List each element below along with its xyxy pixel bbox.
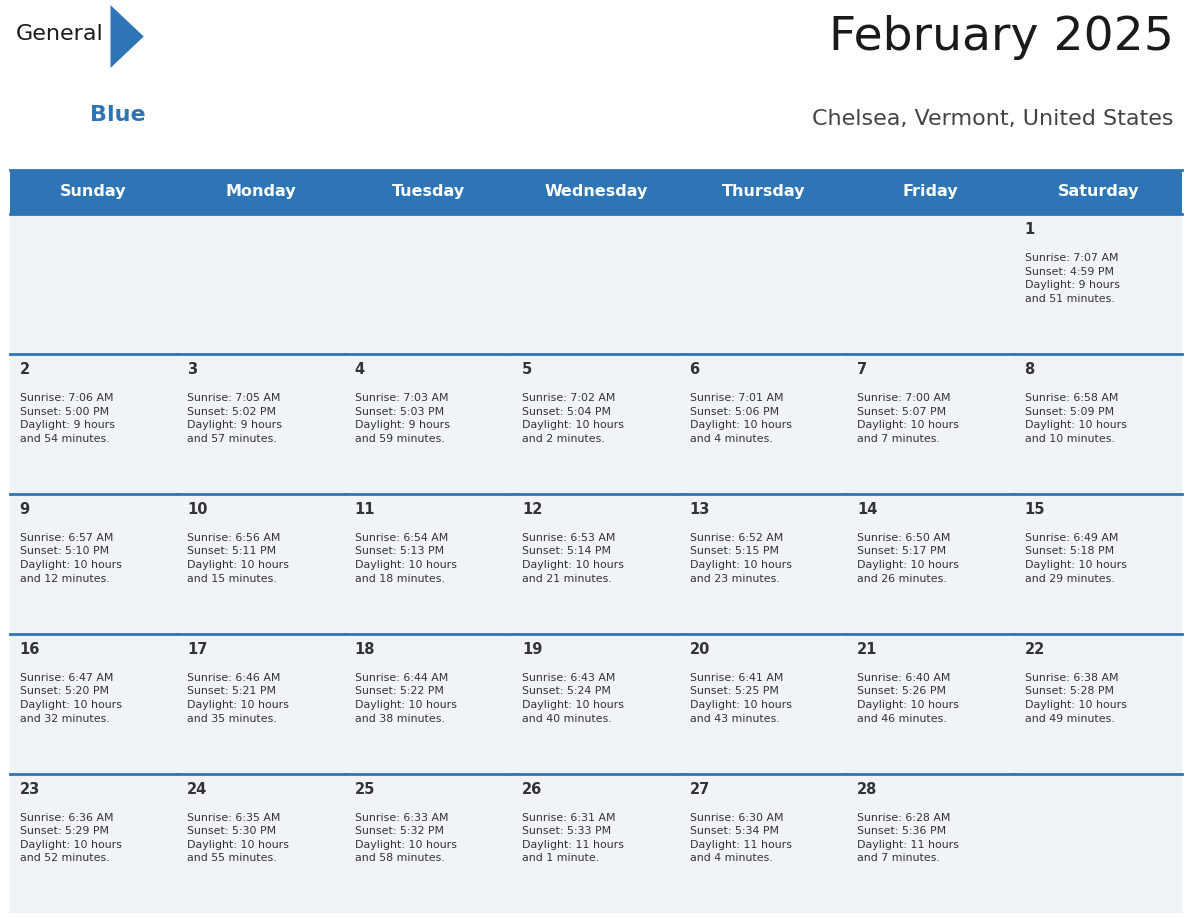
Text: 22: 22 bbox=[1024, 642, 1045, 657]
Text: Friday: Friday bbox=[903, 185, 959, 199]
Text: Sunrise: 6:54 AM
Sunset: 5:13 PM
Daylight: 10 hours
and 18 minutes.: Sunrise: 6:54 AM Sunset: 5:13 PM Dayligh… bbox=[354, 532, 456, 584]
Text: Sunrise: 7:00 AM
Sunset: 5:07 PM
Daylight: 10 hours
and 7 minutes.: Sunrise: 7:00 AM Sunset: 5:07 PM Dayligh… bbox=[857, 393, 959, 443]
Text: Sunrise: 6:47 AM
Sunset: 5:20 PM
Daylight: 10 hours
and 32 minutes.: Sunrise: 6:47 AM Sunset: 5:20 PM Dayligh… bbox=[19, 673, 121, 723]
Text: 5: 5 bbox=[522, 363, 532, 377]
Text: February 2025: February 2025 bbox=[829, 15, 1174, 60]
Text: 10: 10 bbox=[187, 502, 208, 517]
Text: Sunrise: 6:41 AM
Sunset: 5:25 PM
Daylight: 10 hours
and 43 minutes.: Sunrise: 6:41 AM Sunset: 5:25 PM Dayligh… bbox=[689, 673, 791, 723]
Text: 20: 20 bbox=[689, 642, 710, 657]
Text: 2: 2 bbox=[19, 363, 30, 377]
Text: 8: 8 bbox=[1024, 363, 1035, 377]
Text: 19: 19 bbox=[522, 642, 543, 657]
Text: Sunrise: 7:07 AM
Sunset: 4:59 PM
Daylight: 9 hours
and 51 minutes.: Sunrise: 7:07 AM Sunset: 4:59 PM Dayligh… bbox=[1024, 253, 1119, 304]
Text: Sunrise: 6:57 AM
Sunset: 5:10 PM
Daylight: 10 hours
and 12 minutes.: Sunrise: 6:57 AM Sunset: 5:10 PM Dayligh… bbox=[19, 532, 121, 584]
Text: 13: 13 bbox=[689, 502, 710, 517]
Text: Sunrise: 6:43 AM
Sunset: 5:24 PM
Daylight: 10 hours
and 40 minutes.: Sunrise: 6:43 AM Sunset: 5:24 PM Dayligh… bbox=[522, 673, 624, 723]
Text: 9: 9 bbox=[19, 502, 30, 517]
Text: 12: 12 bbox=[522, 502, 543, 517]
Text: 21: 21 bbox=[857, 642, 878, 657]
Text: Sunrise: 6:38 AM
Sunset: 5:28 PM
Daylight: 10 hours
and 49 minutes.: Sunrise: 6:38 AM Sunset: 5:28 PM Dayligh… bbox=[1024, 673, 1126, 723]
Text: Sunrise: 7:06 AM
Sunset: 5:00 PM
Daylight: 9 hours
and 54 minutes.: Sunrise: 7:06 AM Sunset: 5:00 PM Dayligh… bbox=[19, 393, 114, 443]
Text: 28: 28 bbox=[857, 782, 878, 797]
Text: 7: 7 bbox=[857, 363, 867, 377]
Text: 4: 4 bbox=[354, 363, 365, 377]
Text: 11: 11 bbox=[354, 502, 375, 517]
Text: 1: 1 bbox=[1024, 222, 1035, 237]
Text: Sunrise: 6:58 AM
Sunset: 5:09 PM
Daylight: 10 hours
and 10 minutes.: Sunrise: 6:58 AM Sunset: 5:09 PM Dayligh… bbox=[1024, 393, 1126, 443]
Text: Sunrise: 6:33 AM
Sunset: 5:32 PM
Daylight: 10 hours
and 58 minutes.: Sunrise: 6:33 AM Sunset: 5:32 PM Dayligh… bbox=[354, 812, 456, 864]
Text: 6: 6 bbox=[689, 363, 700, 377]
Text: 26: 26 bbox=[522, 782, 543, 797]
Text: 17: 17 bbox=[187, 642, 208, 657]
Polygon shape bbox=[110, 6, 144, 68]
Text: Sunrise: 6:40 AM
Sunset: 5:26 PM
Daylight: 10 hours
and 46 minutes.: Sunrise: 6:40 AM Sunset: 5:26 PM Dayligh… bbox=[857, 673, 959, 723]
Text: Blue: Blue bbox=[90, 106, 146, 126]
Text: Sunrise: 6:28 AM
Sunset: 5:36 PM
Daylight: 11 hours
and 7 minutes.: Sunrise: 6:28 AM Sunset: 5:36 PM Dayligh… bbox=[857, 812, 959, 864]
Text: Sunrise: 6:50 AM
Sunset: 5:17 PM
Daylight: 10 hours
and 26 minutes.: Sunrise: 6:50 AM Sunset: 5:17 PM Dayligh… bbox=[857, 532, 959, 584]
Text: 24: 24 bbox=[187, 782, 208, 797]
Text: Thursday: Thursday bbox=[721, 185, 805, 199]
Text: Sunrise: 6:35 AM
Sunset: 5:30 PM
Daylight: 10 hours
and 55 minutes.: Sunrise: 6:35 AM Sunset: 5:30 PM Dayligh… bbox=[187, 812, 289, 864]
Text: 25: 25 bbox=[354, 782, 375, 797]
Text: 3: 3 bbox=[187, 363, 197, 377]
Text: General: General bbox=[15, 24, 103, 44]
Text: 18: 18 bbox=[354, 642, 375, 657]
Text: Sunrise: 6:52 AM
Sunset: 5:15 PM
Daylight: 10 hours
and 23 minutes.: Sunrise: 6:52 AM Sunset: 5:15 PM Dayligh… bbox=[689, 532, 791, 584]
Text: Saturday: Saturday bbox=[1057, 185, 1139, 199]
Text: 27: 27 bbox=[689, 782, 710, 797]
Text: Sunrise: 6:36 AM
Sunset: 5:29 PM
Daylight: 10 hours
and 52 minutes.: Sunrise: 6:36 AM Sunset: 5:29 PM Dayligh… bbox=[19, 812, 121, 864]
Text: Sunrise: 6:30 AM
Sunset: 5:34 PM
Daylight: 11 hours
and 4 minutes.: Sunrise: 6:30 AM Sunset: 5:34 PM Dayligh… bbox=[689, 812, 791, 864]
Text: Sunrise: 6:31 AM
Sunset: 5:33 PM
Daylight: 11 hours
and 1 minute.: Sunrise: 6:31 AM Sunset: 5:33 PM Dayligh… bbox=[522, 812, 624, 864]
Text: 14: 14 bbox=[857, 502, 878, 517]
Text: Sunrise: 7:03 AM
Sunset: 5:03 PM
Daylight: 9 hours
and 59 minutes.: Sunrise: 7:03 AM Sunset: 5:03 PM Dayligh… bbox=[354, 393, 449, 443]
Text: Sunday: Sunday bbox=[61, 185, 126, 199]
Text: 23: 23 bbox=[19, 782, 40, 797]
Text: Wednesday: Wednesday bbox=[544, 185, 647, 199]
Text: Sunrise: 7:01 AM
Sunset: 5:06 PM
Daylight: 10 hours
and 4 minutes.: Sunrise: 7:01 AM Sunset: 5:06 PM Dayligh… bbox=[689, 393, 791, 443]
Text: Sunrise: 6:44 AM
Sunset: 5:22 PM
Daylight: 10 hours
and 38 minutes.: Sunrise: 6:44 AM Sunset: 5:22 PM Dayligh… bbox=[354, 673, 456, 723]
Text: Sunrise: 7:05 AM
Sunset: 5:02 PM
Daylight: 9 hours
and 57 minutes.: Sunrise: 7:05 AM Sunset: 5:02 PM Dayligh… bbox=[187, 393, 282, 443]
Text: 16: 16 bbox=[19, 642, 40, 657]
Text: 15: 15 bbox=[1024, 502, 1045, 517]
Text: Chelsea, Vermont, United States: Chelsea, Vermont, United States bbox=[813, 109, 1174, 129]
Text: Sunrise: 6:53 AM
Sunset: 5:14 PM
Daylight: 10 hours
and 21 minutes.: Sunrise: 6:53 AM Sunset: 5:14 PM Dayligh… bbox=[522, 532, 624, 584]
Text: Sunrise: 6:46 AM
Sunset: 5:21 PM
Daylight: 10 hours
and 35 minutes.: Sunrise: 6:46 AM Sunset: 5:21 PM Dayligh… bbox=[187, 673, 289, 723]
Text: Sunrise: 6:56 AM
Sunset: 5:11 PM
Daylight: 10 hours
and 15 minutes.: Sunrise: 6:56 AM Sunset: 5:11 PM Dayligh… bbox=[187, 532, 289, 584]
Text: Monday: Monday bbox=[226, 185, 296, 199]
Text: Sunrise: 7:02 AM
Sunset: 5:04 PM
Daylight: 10 hours
and 2 minutes.: Sunrise: 7:02 AM Sunset: 5:04 PM Dayligh… bbox=[522, 393, 624, 443]
Text: Sunrise: 6:49 AM
Sunset: 5:18 PM
Daylight: 10 hours
and 29 minutes.: Sunrise: 6:49 AM Sunset: 5:18 PM Dayligh… bbox=[1024, 532, 1126, 584]
Text: Tuesday: Tuesday bbox=[392, 185, 465, 199]
